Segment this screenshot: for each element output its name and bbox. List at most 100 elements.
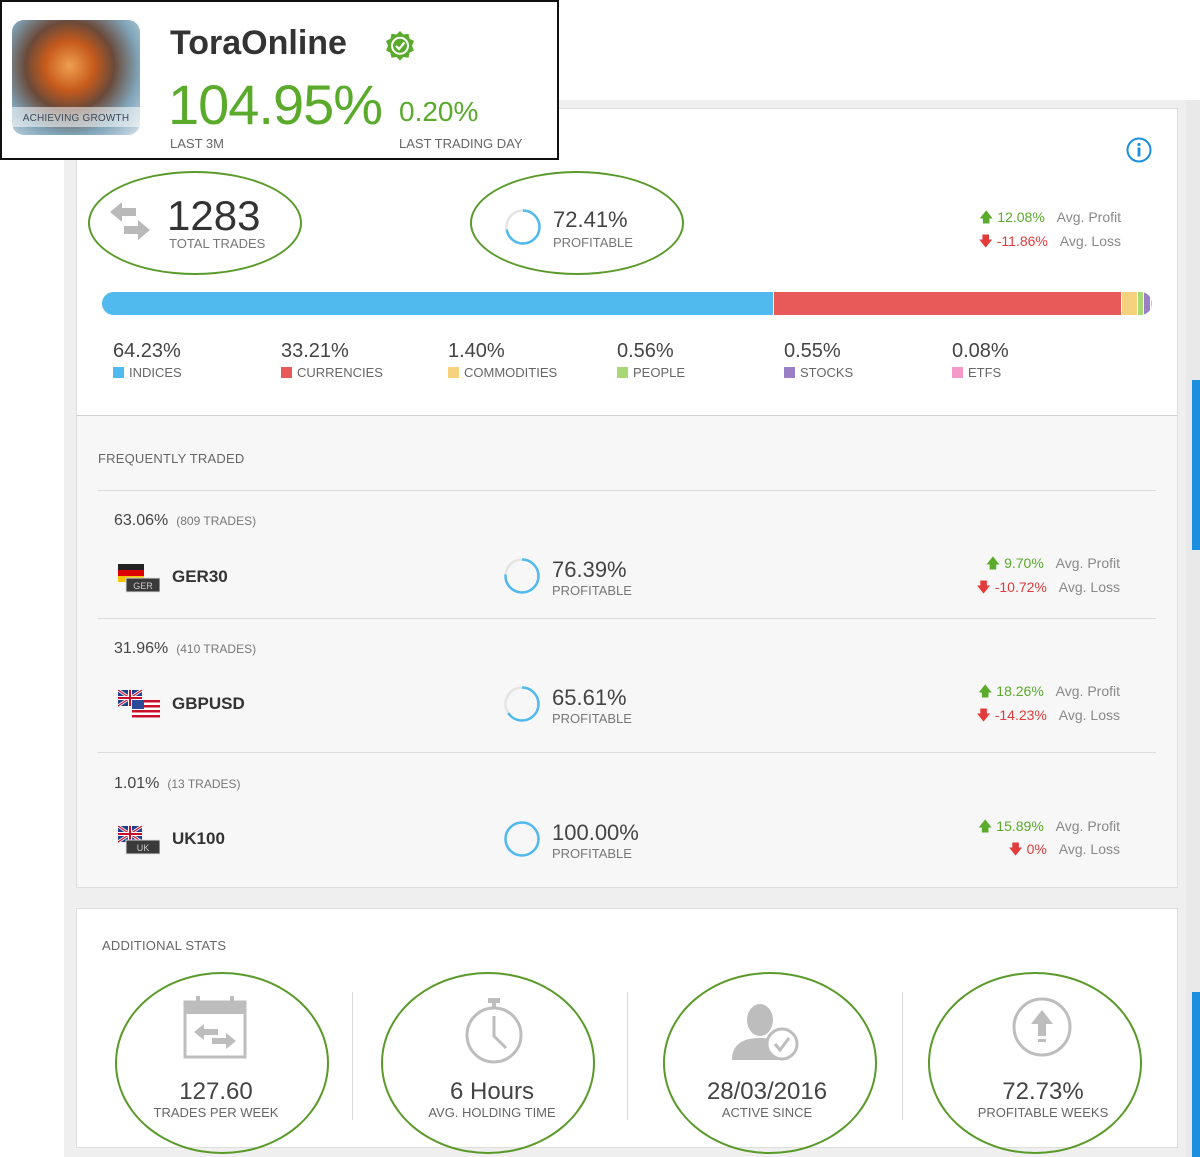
avg-profit-label: Avg. Profit [1055, 555, 1120, 571]
avg-loss-value: -14.23% [994, 707, 1047, 723]
allocation-percent: 0.08% [952, 340, 1009, 362]
profitable-label: PROFITABLE [552, 846, 632, 861]
allocation-label: ETFS [952, 365, 1009, 380]
instrument-share: 1.01% (13 TRADES) [114, 775, 241, 792]
svg-text:GER: GER [133, 581, 153, 591]
avatar-caption: ACHIEVING GROWTH [22, 113, 130, 124]
arrow-up-icon: 🡅 [978, 683, 993, 699]
stat-label: TRADES PER WEEK [153, 1105, 279, 1120]
profitable-ring [504, 821, 540, 857]
avg-profit-value: 15.89% [996, 818, 1044, 834]
arrow-down-icon: 🡇 [1008, 841, 1023, 857]
allocation-item-people: 0.56% PEOPLE [617, 340, 685, 380]
allocation-percent: 0.55% [784, 340, 841, 362]
allocation-segment-people [1137, 292, 1145, 315]
arrow-up-circle-icon [1012, 997, 1072, 1057]
uk-flag-icon: UK [118, 826, 160, 855]
allocation-percent: 1.40% [448, 340, 505, 362]
allocation-label: INDICES [113, 365, 182, 380]
arrow-up-icon: 🡅 [985, 555, 1001, 571]
instrument-name[interactable]: GER30 [172, 567, 228, 586]
allocation-percent: 64.23% [113, 340, 181, 362]
profitable-value: 100.00% [552, 820, 639, 845]
divider [902, 992, 903, 1120]
avg-profit-row: 🡅 12.08% Avg. Profit [979, 207, 1121, 231]
allocation-item-stocks: 0.55% STOCKS [784, 340, 853, 380]
gain-day-value: 0.20% [399, 96, 479, 127]
avg-loss-row: 🡇 -10.72% Avg. Loss [976, 577, 1120, 601]
allocation-label: PEOPLE [617, 365, 685, 380]
divider [352, 992, 353, 1120]
avg-loss-value: -11.86% [996, 233, 1048, 249]
profitable-ring [504, 558, 540, 594]
frequently-traded-title: FREQUENTLY TRADED [98, 451, 245, 466]
total-trades-label: TOTAL TRADES [169, 236, 266, 251]
instrument-name[interactable]: UK100 [172, 829, 225, 848]
allocation-label: CURRENCIES [281, 365, 383, 380]
verified-badge-icon [386, 31, 414, 61]
allocation-segment-currencies [774, 292, 1122, 315]
allocation-item-etfs: 0.08% ETFS [952, 340, 1009, 380]
avg-loss-label: Avg. Loss [1058, 841, 1120, 857]
instrument-share: 31.96% (410 TRADES) [114, 640, 257, 657]
gain-day-label: LAST TRADING DAY [399, 136, 523, 151]
profitable-label: PROFITABLE [553, 235, 633, 250]
stopwatch-icon [465, 998, 523, 1064]
divider [98, 752, 1156, 753]
avg-profit-value: 9.70% [1004, 555, 1044, 571]
avg-profit-label: Avg. Profit [1055, 818, 1120, 834]
avg-profit-label: Avg. Profit [1055, 683, 1120, 699]
allocation-segment-commodities [1121, 292, 1138, 315]
color-swatch [448, 367, 459, 378]
profitable-label: PROFITABLE [552, 583, 632, 598]
trades-arrows-icon [110, 202, 150, 240]
arrow-up-icon: 🡅 [978, 818, 993, 834]
avg-loss-row: 🡇 -14.23% Avg. Loss [976, 705, 1120, 729]
avatar[interactable]: ACHIEVING GROWTH [12, 20, 140, 135]
avg-profit-label: Avg. Profit [1056, 209, 1121, 225]
profitable-value: 72.41% [553, 207, 628, 232]
profitable-ring [504, 686, 540, 722]
germany-flag-icon: GER [118, 564, 160, 593]
instrument-name[interactable]: GBPUSD [172, 694, 245, 713]
allocation-percent: 33.21% [281, 340, 349, 362]
avg-profit-value: 12.08% [997, 209, 1045, 225]
scrollbar-track[interactable] [1186, 100, 1200, 1157]
avg-loss-value: -10.72% [994, 579, 1047, 595]
trader-name[interactable]: ToraOnline [170, 24, 347, 62]
uk-us-flag-icon [118, 690, 160, 718]
avg-loss-label: Avg. Loss [1059, 233, 1121, 249]
stat-value: 127.60 [179, 1078, 253, 1105]
stat-value: 6 Hours [449, 1078, 535, 1105]
divider [98, 490, 1156, 491]
allocation-segment-etfs [1151, 292, 1152, 315]
allocation-label: COMMODITIES [448, 365, 557, 380]
profitable-value: 76.39% [552, 557, 627, 582]
allocation-item-commodities: 1.40% COMMODITIES [448, 340, 557, 380]
allocation-segment-stocks [1144, 292, 1152, 315]
user-check-icon [732, 1004, 799, 1061]
color-swatch [281, 367, 292, 378]
scrollbar-thumb[interactable] [1192, 380, 1200, 550]
total-trades-value: 1283 [167, 192, 261, 239]
divider [627, 992, 628, 1120]
stat-label: AVG. HOLDING TIME [428, 1105, 556, 1120]
color-swatch [952, 367, 963, 378]
allocation-percent: 0.56% [617, 340, 674, 362]
frequently-traded-card [76, 416, 1178, 888]
divider [98, 618, 1156, 619]
info-icon[interactable] [1126, 137, 1152, 163]
stat-value: 28/03/2016 [706, 1078, 828, 1105]
stat-label: PROFITABLE WEEKS [977, 1105, 1109, 1120]
arrow-down-icon: 🡇 [976, 707, 991, 723]
calendar-trades-icon [183, 996, 247, 1059]
arrow-down-icon: 🡇 [978, 233, 993, 249]
avatar-caption-band [12, 107, 140, 127]
profitable-value: 65.61% [552, 685, 627, 710]
avg-profit-row: 🡅 9.70% Avg. Profit [986, 553, 1120, 577]
avg-profit-value: 18.26% [996, 683, 1044, 699]
avg-loss-row: 🡇 -11.86% Avg. Loss [978, 231, 1121, 255]
scrollbar-thumb-secondary[interactable] [1192, 992, 1200, 1157]
avg-loss-value: 0% [1026, 841, 1047, 857]
arrow-up-icon: 🡅 [979, 209, 994, 225]
